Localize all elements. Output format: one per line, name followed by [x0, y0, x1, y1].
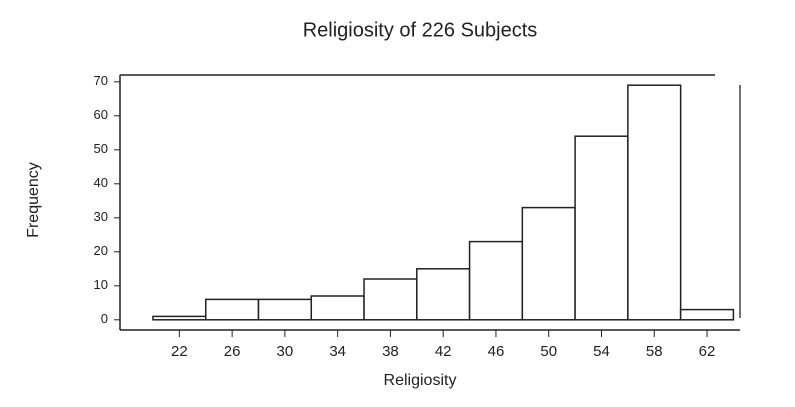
bar — [468, 240, 524, 321]
bar — [574, 135, 629, 321]
x-tick-label: 58 — [646, 343, 663, 360]
bar — [416, 268, 471, 321]
bar — [627, 84, 682, 321]
y-tick-label: 60 — [94, 107, 108, 122]
bar — [310, 295, 365, 321]
y-tick-label: 70 — [94, 73, 108, 88]
y-tick-label: 20 — [94, 243, 108, 258]
chart-title: Religiosity of 226 Subjects — [303, 19, 538, 41]
x-axis-label: Religiosity — [384, 372, 457, 389]
bar — [204, 298, 260, 321]
bar — [363, 278, 418, 321]
x-tick-label: 34 — [329, 343, 346, 360]
y-axis-label: Frequency — [25, 162, 42, 238]
x-tick-label: 54 — [593, 343, 610, 360]
x-tick-label: 30 — [277, 343, 294, 360]
y-tick-label: 30 — [94, 209, 108, 224]
bar — [521, 206, 576, 321]
x-tick-label: 38 — [382, 343, 399, 360]
x-tick-label: 50 — [540, 343, 557, 360]
y-tick-label: 50 — [94, 141, 108, 156]
x-tick-label: 42 — [435, 343, 452, 360]
x-tick-label: 62 — [699, 343, 716, 360]
x-tick-label: 22 — [171, 343, 188, 360]
bar — [257, 298, 313, 321]
x-tick-label: 26 — [224, 343, 241, 360]
bar — [152, 315, 207, 321]
bar — [679, 308, 735, 321]
y-tick-label: 40 — [94, 175, 108, 190]
x-tick-label: 46 — [488, 343, 505, 360]
y-tick-label: 10 — [94, 277, 108, 292]
y-tick-label: 0 — [101, 311, 108, 326]
